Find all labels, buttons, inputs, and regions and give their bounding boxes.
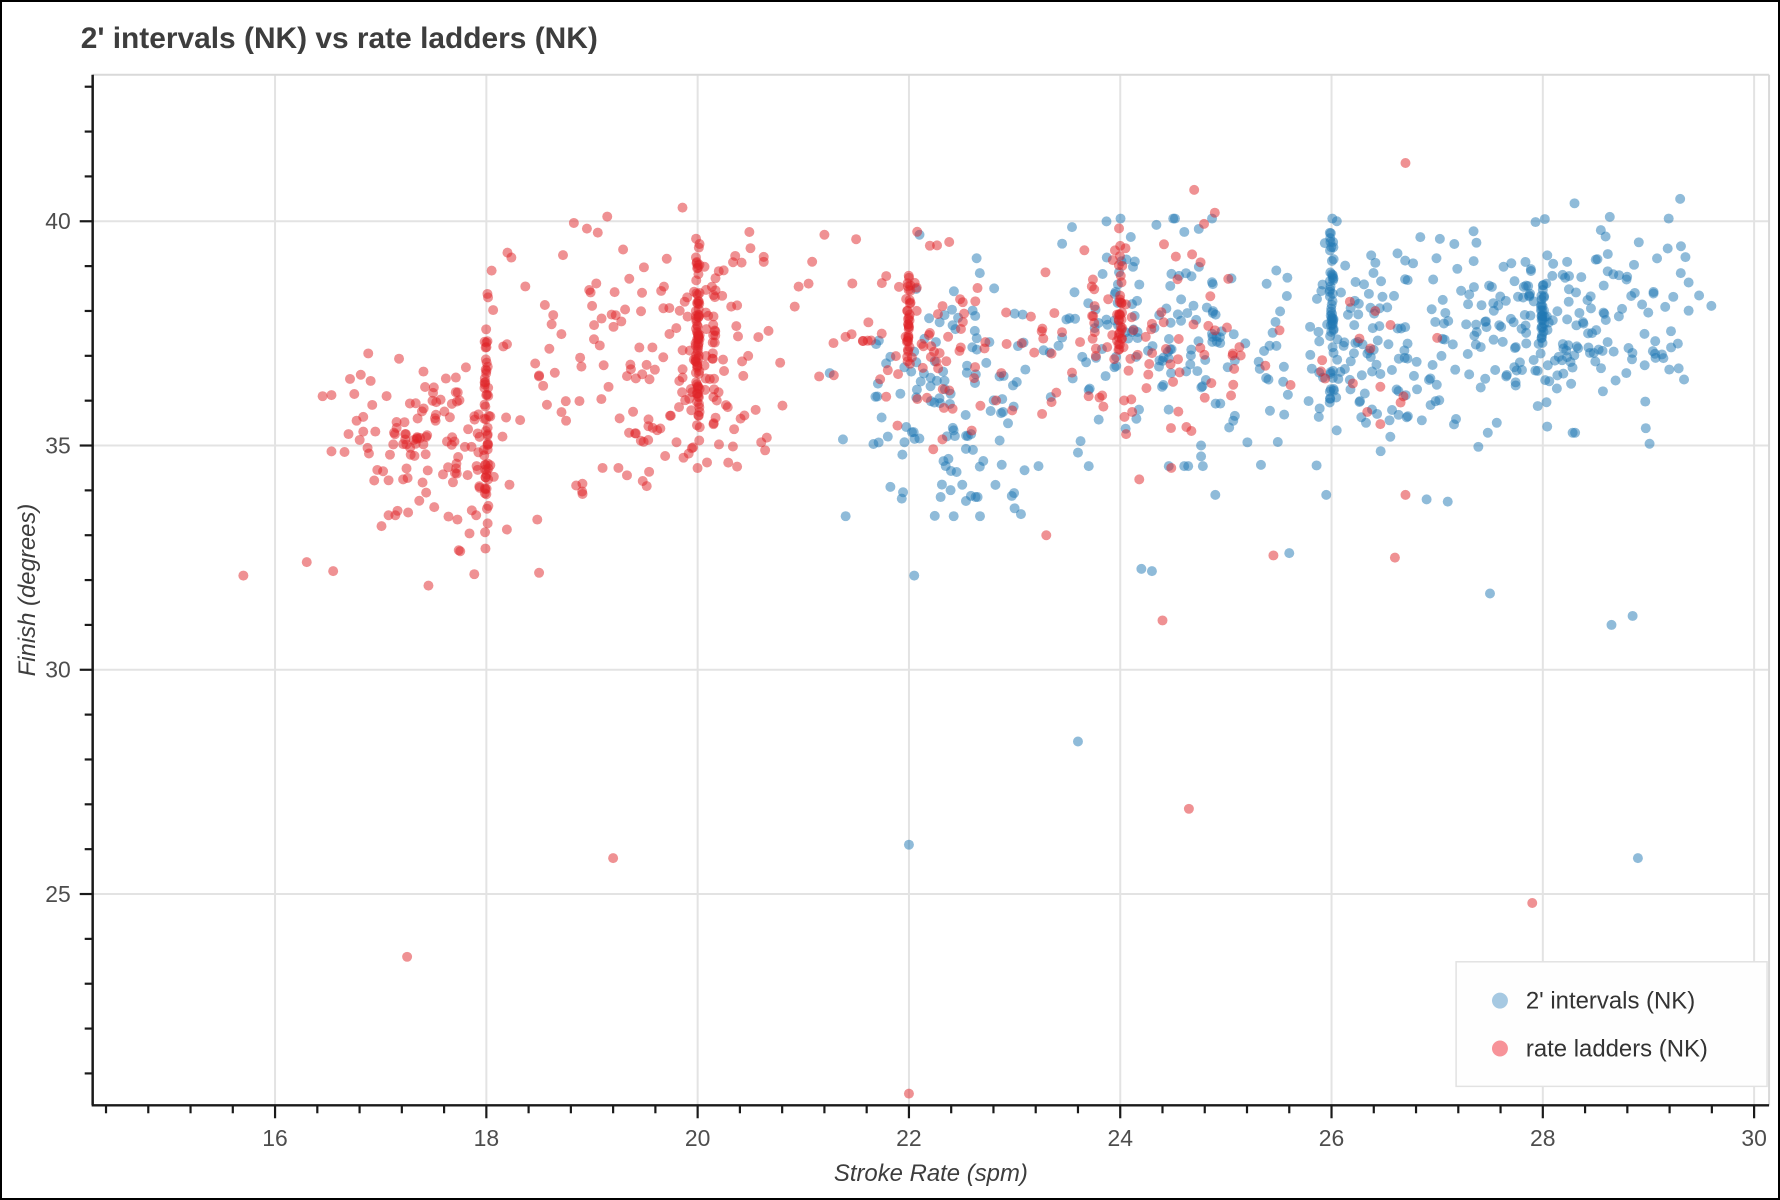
axes-spines <box>91 73 1771 1107</box>
legend-box <box>1455 961 1768 1088</box>
data-points <box>238 157 1717 1099</box>
axis-ticks <box>79 85 1756 1119</box>
legend-label-ladders: rate ladders (NK) <box>1526 1035 1708 1062</box>
x-tick-label: 18 <box>474 1125 499 1151</box>
gridlines <box>92 74 1770 1106</box>
tick-labels: 16 18 20 22 24 26 28 30 25 30 35 40 <box>45 208 1767 1151</box>
y-tick-label: 30 <box>45 657 70 683</box>
legend-marker-intervals <box>1491 992 1508 1009</box>
series-rate-ladders-nk- <box>238 157 1538 1099</box>
y-tick-label: 25 <box>45 881 70 907</box>
x-tick-label: 26 <box>1319 1125 1344 1151</box>
x-tick-label: 30 <box>1741 1125 1766 1151</box>
legend-label-intervals: 2' intervals (NK) <box>1526 988 1695 1015</box>
x-tick-label: 22 <box>896 1125 921 1151</box>
x-tick-label: 24 <box>1107 1125 1133 1151</box>
y-tick-label: 35 <box>45 432 70 458</box>
x-axis-label: Stroke Rate (spm) <box>834 1160 1028 1187</box>
y-axis-label: Finish (degrees) <box>14 504 41 677</box>
x-tick-label: 16 <box>262 1125 287 1151</box>
legend-marker-ladders <box>1491 1040 1508 1057</box>
legend: 2' intervals (NK) rate ladders (NK) <box>1455 961 1768 1088</box>
x-tick-label: 28 <box>1530 1125 1555 1151</box>
series-2-intervals-nk- <box>824 193 1717 864</box>
x-tick-label: 20 <box>685 1125 710 1151</box>
chart-title: 2' intervals (NK) vs rate ladders (NK) <box>81 22 598 55</box>
y-tick-label: 40 <box>45 208 70 234</box>
